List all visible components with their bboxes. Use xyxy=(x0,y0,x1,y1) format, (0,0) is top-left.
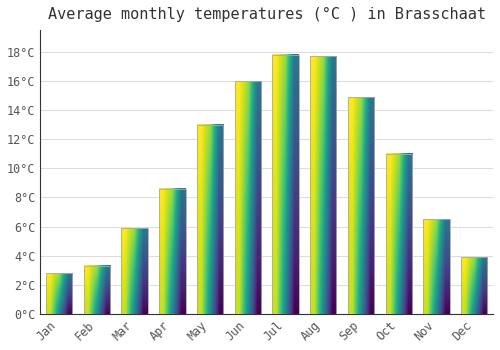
Bar xyxy=(348,97,374,314)
Bar xyxy=(122,228,148,314)
Bar xyxy=(386,154,412,314)
Title: Average monthly temperatures (°C ) in Brasschaat: Average monthly temperatures (°C ) in Br… xyxy=(48,7,486,22)
Bar xyxy=(461,257,487,314)
Bar xyxy=(424,219,450,314)
Bar xyxy=(46,273,72,314)
Bar xyxy=(84,266,110,314)
Bar xyxy=(272,55,299,314)
Bar xyxy=(197,125,224,314)
Bar xyxy=(234,81,261,314)
Bar xyxy=(159,189,186,314)
Bar xyxy=(310,56,336,314)
